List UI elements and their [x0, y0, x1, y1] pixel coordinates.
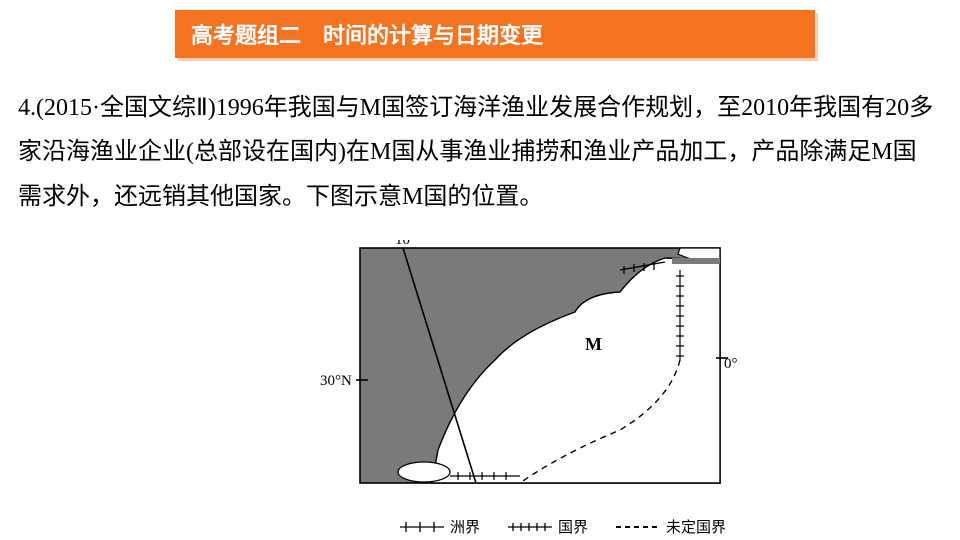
legend-country: 国界 — [508, 516, 588, 537]
legend-label: 国界 — [558, 516, 588, 537]
map-svg: M 10° 0° 30°N — [320, 240, 750, 508]
legend-continent: 洲界 — [400, 516, 480, 537]
label-lon0: 0° — [724, 356, 738, 372]
legend-label: 未定国界 — [666, 516, 726, 537]
legend-symbol-continent — [400, 520, 444, 534]
legend-symbol-undefined — [616, 526, 660, 528]
label-m: M — [585, 334, 602, 354]
legend-undefined: 未定国界 — [616, 516, 726, 537]
question-text: 4.(2015·全国文综Ⅱ)1996年我国与M国签订海洋渔业发展合作规划，至20… — [18, 86, 938, 219]
map-figure: M 10° 0° 30°N — [320, 240, 750, 508]
map-legend: 洲界 国界 未定国界 — [400, 516, 726, 537]
strait — [672, 258, 720, 264]
legend-symbol-country — [508, 520, 552, 534]
label-lon10: 10° — [395, 240, 416, 248]
label-lat30: 30°N — [320, 373, 352, 389]
island — [398, 462, 450, 482]
section-header: 高考题组二 时间的计算与日期变更 — [175, 10, 815, 58]
legend-label: 洲界 — [450, 516, 480, 537]
